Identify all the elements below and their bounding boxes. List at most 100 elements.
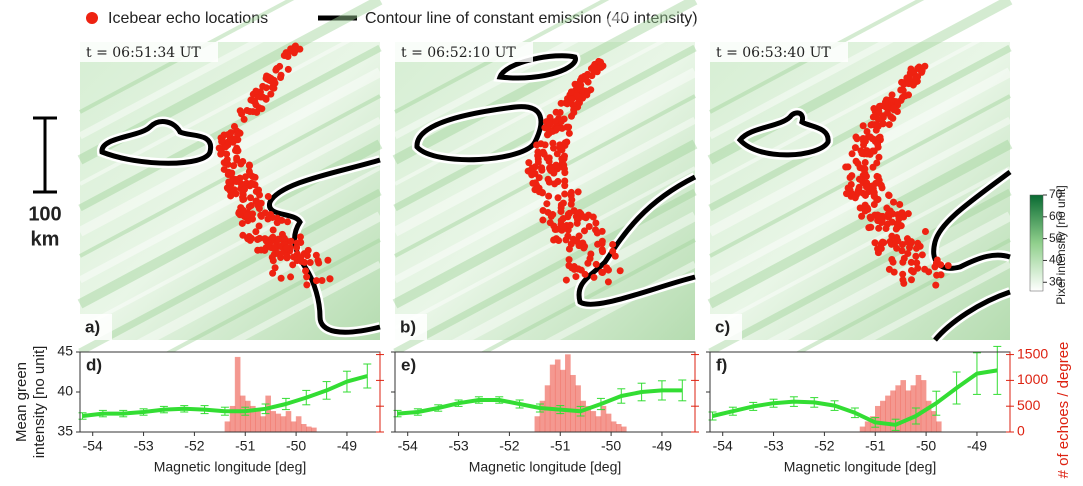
echo-dot [234,130,242,138]
histogram-bar [936,421,942,433]
echo-dot [604,278,612,286]
echo-dot [580,213,588,221]
scale-unit: km [31,228,60,250]
echo-dot [889,114,897,122]
echo-dot [257,199,265,207]
echo-dot [899,258,907,266]
echo-dot [870,105,878,113]
histogram-bar [910,385,917,433]
echo-dot [908,67,916,75]
echo-dot [590,273,598,281]
x-tick-label: -51 [865,438,885,454]
echo-dot [567,88,575,96]
echo-dot [231,147,239,155]
echo-dot [848,172,856,180]
echo-dot [592,260,600,268]
echo-dot [870,200,878,208]
echo-dot [904,210,912,218]
histogram-bar [234,356,241,433]
echo-dot [222,143,230,151]
x-label: Magnetic longitude [deg] [154,459,307,475]
echo-dot [898,247,906,255]
echo-dot [247,179,255,187]
echo-dot [296,233,304,241]
y-tick-label: 45 [57,343,73,359]
echo-dot [909,268,917,276]
echo-dot [534,158,542,166]
y2-tick-label: 1500 [1017,345,1048,361]
histogram-bar [605,413,612,433]
plot-area [710,352,1010,432]
echo-dot [243,211,251,219]
echo-dot [551,118,559,126]
echo-dot [254,186,262,194]
echo-dot [866,133,874,141]
echo-dot [284,218,292,226]
echo-dot [326,275,334,283]
echo-dot [567,200,575,208]
echo-dot [900,279,908,287]
x-tick-label: -54 [83,438,103,454]
echo-dot [556,109,564,117]
image-streak [393,116,697,284]
echo-dot [241,185,249,193]
echo-dot [589,65,597,73]
echo-dot [913,259,921,267]
echo-dot [843,190,851,198]
echo-dot [269,269,277,277]
echo-dot [896,201,904,209]
image-streak [78,44,382,212]
echo-dot [561,190,569,198]
echo-dot [580,227,588,235]
echo-dot [881,98,889,106]
histogram-bar [224,421,231,433]
echo-dot [261,246,269,254]
echo-dot [264,215,272,223]
histogram-bar [539,400,546,433]
time-box [710,42,848,62]
echo-dot [918,251,926,259]
histogram-bar [621,426,627,433]
legend-text: Icebear echo locations [108,10,268,27]
echo-dot [553,150,561,158]
mean-line [712,368,998,427]
echo-dot [877,245,885,253]
echo-dot [879,119,887,127]
echo-dot [903,74,911,82]
echo-dot [228,169,236,177]
echo-dot [858,212,866,220]
y2-tick-label: 500 [1017,397,1041,413]
echo-dot [599,248,607,256]
x-tick-label: -50 [601,438,621,454]
histogram-bar [239,395,246,433]
echo-dot [937,261,945,269]
image-panel: t = 06:51:34 UT a) [77,0,383,428]
echo-dot [863,150,871,158]
echo-dot [565,245,573,253]
panel-label: d) [86,355,102,374]
echo-dot [247,194,255,202]
echo-dot [550,144,558,152]
echo-dot [598,268,606,276]
echo-dot [245,167,253,175]
echo-dot [869,163,877,171]
echo-dot [287,273,295,281]
colorbar-tick-label: 50 [1049,231,1063,245]
echo-dot [302,267,310,275]
histogram-bar [875,405,881,433]
echo-dot [567,188,575,196]
echo-dot [223,150,231,158]
echo-dot [583,88,591,96]
echo-dot [269,233,277,241]
echo-dot [892,238,900,246]
histogram-bar [285,411,292,433]
echo-dot [556,141,564,149]
echo-dot [278,216,286,224]
echo-dot [262,95,270,103]
echo-dot [235,208,243,216]
echo-dot [543,200,551,208]
echo-dot [293,239,301,247]
echo-dot [277,71,285,79]
echo-dot [240,115,248,123]
